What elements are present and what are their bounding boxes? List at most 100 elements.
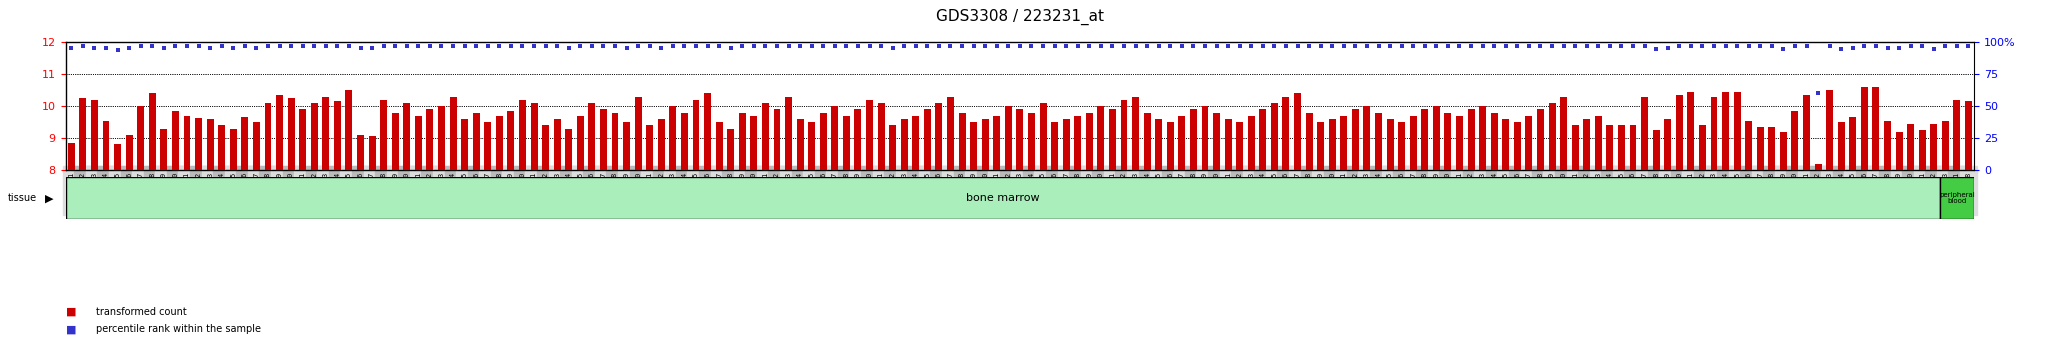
Point [240, 45, 272, 50]
Point [1073, 44, 1106, 49]
Point [449, 44, 481, 49]
Bar [1237, 122, 1243, 170]
Bar [287, 98, 295, 170]
Point [657, 44, 690, 49]
Point [1016, 44, 1049, 49]
Bar [1907, 124, 1915, 170]
Point [379, 44, 412, 49]
Bar [1063, 119, 1069, 170]
Bar [1108, 109, 1116, 170]
Bar [1491, 113, 1497, 170]
Bar [1098, 106, 1104, 170]
Point [125, 44, 158, 49]
Bar [80, 98, 86, 170]
Bar [1595, 116, 1602, 170]
Point [715, 45, 748, 50]
Point [1663, 44, 1696, 49]
Bar [543, 125, 549, 170]
Bar [391, 113, 399, 170]
Point [1026, 44, 1059, 49]
Bar [1700, 125, 1706, 170]
Bar [1548, 103, 1556, 170]
Bar [1212, 113, 1221, 170]
Bar [369, 136, 375, 170]
Bar [381, 100, 387, 170]
Bar [1075, 116, 1081, 170]
Point [483, 44, 516, 49]
Bar [727, 129, 733, 170]
Text: ■: ■ [66, 307, 76, 316]
Point [563, 44, 596, 49]
Bar [657, 119, 666, 170]
Bar [1364, 106, 1370, 170]
Bar [911, 116, 920, 170]
Point [702, 44, 735, 49]
Bar [565, 129, 571, 170]
Point [1051, 44, 1083, 49]
Bar [1526, 116, 1532, 170]
Point [78, 45, 111, 50]
Point [645, 45, 678, 50]
Point [1536, 44, 1569, 49]
Bar [819, 113, 827, 170]
Point [1178, 44, 1210, 49]
Bar [1167, 122, 1174, 170]
Point [1038, 44, 1071, 49]
Point [772, 44, 805, 49]
Bar [879, 103, 885, 170]
Bar [1260, 109, 1266, 170]
Bar [1503, 119, 1509, 170]
Point [1755, 44, 1788, 49]
Point [309, 44, 342, 49]
Point [889, 44, 922, 49]
Point [1374, 44, 1407, 49]
Point [610, 45, 643, 50]
Text: GDS3308 / 223231_at: GDS3308 / 223231_at [936, 8, 1104, 25]
Bar [1618, 125, 1624, 170]
Text: peripheral
blood: peripheral blood [1939, 192, 1974, 204]
Bar [1421, 109, 1427, 170]
Bar [1919, 130, 1925, 170]
Point [1894, 44, 1927, 49]
Point [90, 45, 123, 50]
Bar [451, 97, 457, 170]
Point [1581, 44, 1614, 49]
Point [1942, 44, 1974, 49]
Bar [1939, 177, 1974, 219]
Bar [889, 125, 897, 170]
Bar [90, 100, 98, 170]
Point [518, 44, 551, 49]
Bar [739, 113, 745, 170]
Point [287, 44, 319, 49]
Bar [334, 101, 340, 170]
Point [1282, 44, 1315, 49]
Bar [981, 119, 989, 170]
Point [946, 44, 979, 49]
Point [1153, 44, 1186, 49]
Point [877, 45, 909, 50]
Point [1362, 44, 1395, 49]
Point [1571, 44, 1604, 49]
Bar [1155, 119, 1161, 170]
Bar [1190, 109, 1196, 170]
Bar [356, 135, 365, 170]
Bar [958, 113, 965, 170]
Point [1143, 44, 1176, 49]
Bar [416, 116, 422, 170]
Point [356, 45, 389, 50]
Point [274, 44, 307, 49]
Bar [1884, 120, 1890, 170]
Point [66, 44, 98, 49]
Bar [774, 109, 780, 170]
Point [182, 44, 215, 49]
Bar [1827, 90, 1833, 170]
Bar [1561, 97, 1567, 170]
Point [1675, 44, 1708, 49]
Bar [426, 109, 434, 170]
Point [690, 44, 723, 49]
Point [1745, 44, 1778, 49]
Bar [1767, 127, 1776, 170]
Point [1628, 44, 1661, 49]
Point [1812, 44, 1845, 49]
Bar [1792, 111, 1798, 170]
